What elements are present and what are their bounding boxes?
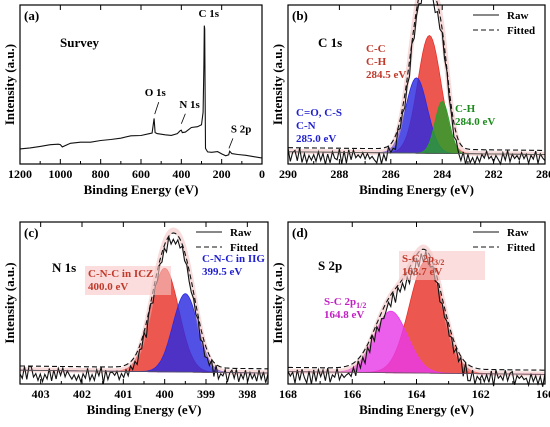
x-tick-label: 168 <box>279 387 297 401</box>
annotation-label: S 2p <box>231 123 252 135</box>
component-label: 284.5 eV <box>366 69 406 81</box>
raw-line <box>19 236 269 384</box>
component-label: S-C 2p3/2 <box>402 253 444 267</box>
x-tick-label: 166 <box>343 387 361 401</box>
annotation-label: C 1s <box>199 8 220 20</box>
component-label: C-H <box>366 56 387 68</box>
x-tick-label: 200 <box>213 167 231 181</box>
legend-raw-label: Raw <box>230 227 251 239</box>
x-tick-label: 399 <box>197 387 215 401</box>
component-label: C-N-C in ICZ <box>88 268 153 280</box>
x-tick-label: 600 <box>132 167 150 181</box>
panel-title: S 2p <box>318 258 342 273</box>
annotation-label: N 1s <box>179 99 200 111</box>
component-label: C-C <box>366 43 386 55</box>
legend-fitted-label: Fitted <box>507 242 535 254</box>
x-tick-label: 160 <box>536 387 550 401</box>
panel-title: C 1s <box>318 35 342 50</box>
x-tick-label: 164 <box>408 387 426 401</box>
panel-tag: (a) <box>24 8 39 23</box>
x-axis-label: Binding Energy (eV) <box>359 182 474 197</box>
legend-raw-label: Raw <box>507 227 528 239</box>
component-label: C-H <box>455 103 476 115</box>
legend-fitted-label: Fitted <box>230 242 258 254</box>
x-tick-label: 288 <box>330 167 348 181</box>
annotation-label: O 1s <box>145 87 167 99</box>
x-axis-label: Binding Energy (eV) <box>84 182 199 197</box>
annotation-arrow <box>228 138 234 149</box>
component-label: C=O, C-S <box>296 107 342 119</box>
annotation-arrow <box>154 102 160 115</box>
component-label: C-N-C in IIG <box>202 253 265 265</box>
component-label: 284.0 eV <box>455 116 495 128</box>
annotation-arrow <box>180 113 186 124</box>
x-tick-label: 400 <box>172 167 190 181</box>
baseline <box>287 151 546 155</box>
x-tick-label: 162 <box>472 387 490 401</box>
x-axis-label: Binding Energy (eV) <box>87 402 202 417</box>
fitted-line <box>288 0 545 151</box>
panel-title: Survey <box>60 35 100 50</box>
label-highlight <box>85 266 171 295</box>
x-tick-label: 400 <box>156 387 174 401</box>
panel-0: C 1s O 1s N 1s S 2p 1200 1000 800 600 400 200 0 Bin… <box>2 4 265 197</box>
x-tick-label: 402 <box>73 387 91 401</box>
component-label: 163.7 eV <box>402 266 442 278</box>
plot-frame <box>19 4 263 165</box>
x-tick-label: 1200 <box>8 167 32 181</box>
x-tick-label: 1000 <box>48 167 72 181</box>
component-label: 285.0 eV <box>296 133 336 145</box>
panel-tag: (b) <box>292 8 308 23</box>
component-label: C-N <box>296 120 316 132</box>
baseline <box>19 369 269 374</box>
legend-raw-label: Raw <box>507 10 528 22</box>
y-axis-label: Intensity (a.u.) <box>2 44 17 125</box>
legend-fitted-label: Fitted <box>507 25 535 37</box>
x-tick-label: 284 <box>433 167 451 181</box>
x-tick-label: 282 <box>485 167 503 181</box>
panel-tag: (c) <box>24 225 38 240</box>
x-tick-label: 403 <box>32 387 50 401</box>
panel-title: N 1s <box>52 260 76 275</box>
label-highlight <box>399 251 485 280</box>
raw-line <box>287 0 546 166</box>
baseline <box>287 371 546 375</box>
y-axis-label: Intensity (a.u.) <box>270 262 285 343</box>
x-tick-label: 290 <box>279 167 297 181</box>
x-tick-label: 398 <box>238 387 256 401</box>
x-tick-label: 401 <box>114 387 132 401</box>
panel-tag: (d) <box>292 225 308 240</box>
x-axis-label: Binding Energy (eV) <box>359 402 474 417</box>
x-tick-label: 280 <box>536 167 550 181</box>
x-tick-label: 0 <box>259 167 265 181</box>
component-label: 164.8 eV <box>324 309 364 321</box>
y-axis-label: Intensity (a.u.) <box>2 262 17 343</box>
x-tick-label: 800 <box>92 167 110 181</box>
y-axis-label: Intensity (a.u.) <box>270 44 285 125</box>
component-label: S-C 2p1/2 <box>324 296 366 310</box>
x-tick-label: 286 <box>382 167 400 181</box>
survey-line <box>19 25 263 159</box>
component-label: 400.0 eV <box>88 281 128 293</box>
component-label: 399.5 eV <box>202 266 242 278</box>
